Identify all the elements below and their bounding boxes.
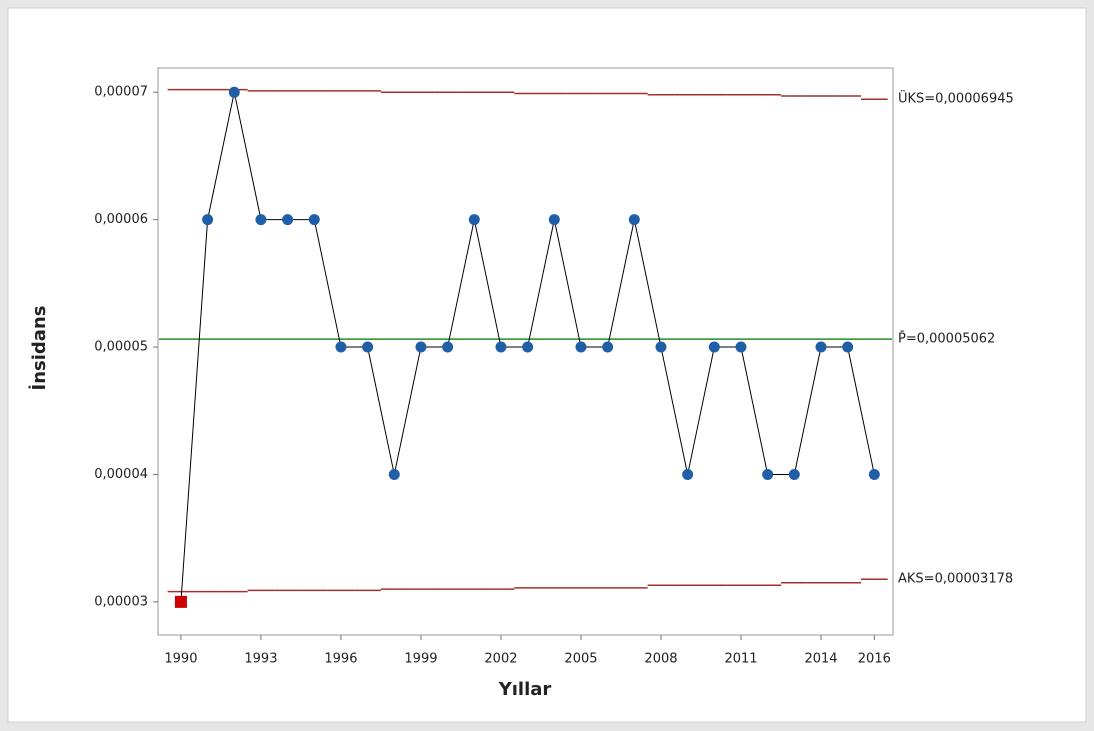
data-point [708, 341, 720, 353]
x-tick-label: 2014 [804, 652, 837, 667]
x-tick-label: 2005 [564, 652, 597, 667]
ucl-label: ÜKS=0,00006945 [898, 90, 1014, 107]
x-tick-label: 1996 [324, 652, 357, 667]
x-tick-label: 1993 [244, 652, 277, 667]
x-axis-title: Yıllar [498, 679, 552, 700]
data-point [442, 341, 454, 353]
data-point [788, 468, 800, 480]
data-point [495, 341, 507, 353]
data-point [815, 341, 827, 353]
lcl-label: AKS=0,00003178 [898, 572, 1013, 587]
data-point [308, 214, 320, 226]
data-point [228, 86, 240, 98]
x-tick-label: 2016 [858, 652, 891, 667]
out-of-control-point [174, 595, 187, 608]
data-point [522, 341, 534, 353]
y-tick-label: 0,00005 [94, 340, 148, 355]
y-tick-label: 0,00003 [94, 594, 148, 609]
data-point [548, 214, 560, 226]
data-point [842, 341, 854, 353]
center-label: P̄=0,00005062 [898, 331, 995, 346]
y-tick-label: 0,00006 [94, 212, 148, 227]
data-point [468, 214, 480, 226]
data-point [282, 214, 294, 226]
data-point [628, 214, 640, 226]
y-tick-label: 0,00004 [94, 467, 148, 482]
y-tick-label: 0,00007 [94, 85, 148, 100]
data-point [388, 468, 400, 480]
data-point [335, 341, 347, 353]
x-tick-label: 2008 [644, 652, 677, 667]
data-point [415, 341, 427, 353]
data-point [202, 214, 214, 226]
data-point [868, 468, 880, 480]
data-point [255, 214, 267, 226]
data-point [602, 341, 614, 353]
data-point [575, 341, 587, 353]
y-axis-title: İnsidans [28, 306, 50, 391]
data-point [362, 341, 374, 353]
data-point [682, 468, 694, 480]
x-tick-label: 2011 [724, 652, 757, 667]
data-point [655, 341, 667, 353]
x-tick-label: 2002 [484, 652, 517, 667]
data-point [762, 468, 774, 480]
x-tick-label: 1990 [164, 652, 197, 667]
x-tick-label: 1999 [404, 652, 437, 667]
data-point [735, 341, 747, 353]
